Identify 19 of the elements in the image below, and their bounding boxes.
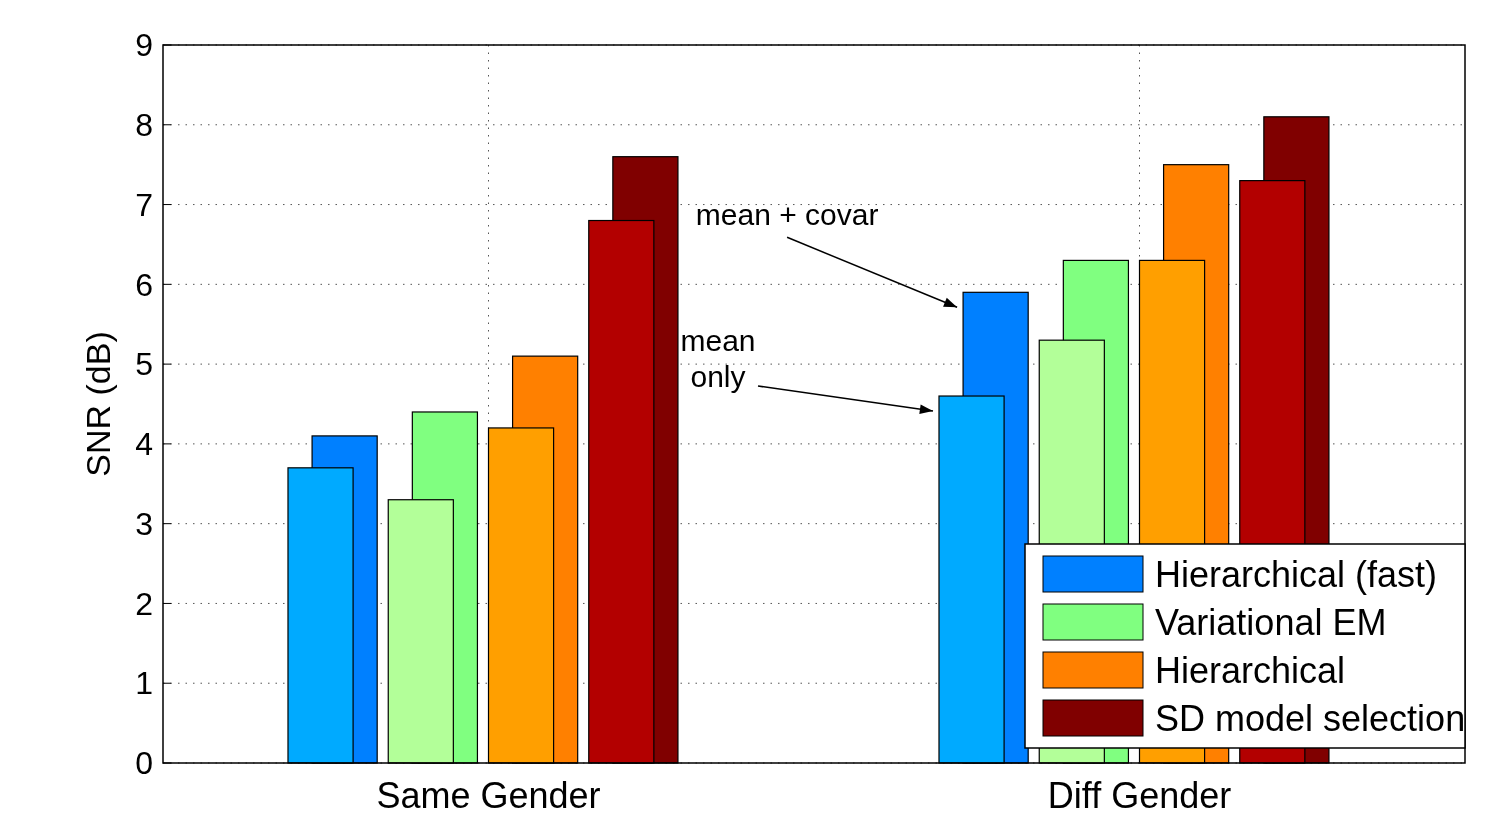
y-tick-label: 1 [135,665,153,702]
y-tick-label: 9 [135,27,153,64]
y-tick-label: 8 [135,106,153,143]
y-tick-label: 2 [135,585,153,622]
y-tick-label: 3 [135,505,153,542]
legend-label: Variational EM [1155,601,1387,643]
annotation: mean only [680,324,756,394]
y-axis-title: SNR (dB) [79,331,117,477]
y-tick-label: 5 [135,346,153,383]
x-tick-label: Diff Gender [1047,775,1232,816]
legend-label: Hierarchical (fast) [1155,553,1438,595]
y-tick-label: 4 [135,426,153,463]
legend-label: SD model selection [1155,697,1466,739]
annotation: mean + covar [695,198,879,232]
legend-label: Hierarchical [1155,649,1346,691]
y-tick-label: 6 [135,266,153,303]
y-tick-label: 0 [135,745,153,782]
y-tick-label: 7 [135,186,153,223]
x-tick-label: Same Gender [376,775,601,816]
